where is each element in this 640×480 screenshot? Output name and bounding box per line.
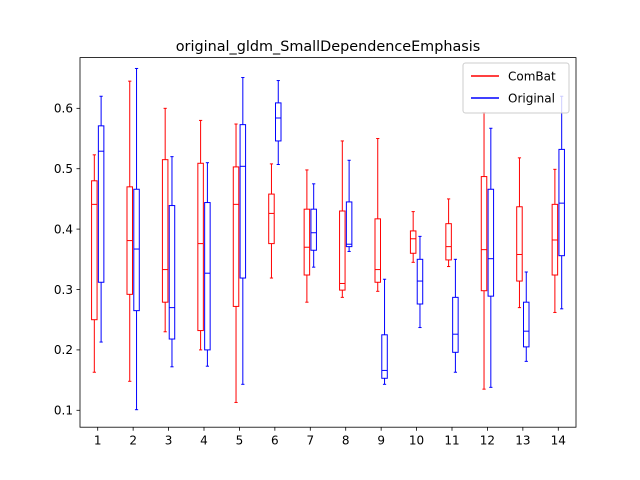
box-combat-13 [516, 157, 523, 309]
box-combat-4 [197, 119, 204, 351]
y-tick-label: 0.5 [54, 162, 73, 176]
box-original-9 [381, 278, 388, 385]
box-original-1 [97, 95, 105, 343]
box-original-11 [452, 258, 459, 373]
x-tick-label: 4 [200, 434, 208, 448]
box-original-6 [275, 80, 282, 165]
legend: ComBat Original [462, 62, 570, 114]
iqr-box [239, 124, 247, 279]
axes-frame [79, 57, 577, 428]
series-combat-boxes [91, 80, 559, 403]
x-tick-label: 6 [271, 434, 279, 448]
box-original-13 [523, 271, 530, 362]
iqr-box [339, 210, 346, 291]
x-tick-label: 7 [306, 434, 314, 448]
box-original-8 [345, 159, 353, 252]
box-combat-11 [445, 198, 452, 268]
iqr-box [480, 176, 488, 292]
y-axis: 0.1 0.2 0.3 0.4 0.5 0.6 [54, 102, 80, 418]
box-combat-14 [551, 168, 559, 313]
box-combat-7 [303, 169, 311, 303]
iqr-box [91, 180, 98, 321]
iqr-box [416, 258, 424, 305]
iqr-box [204, 202, 211, 351]
x-tick-label: 14 [551, 434, 566, 448]
iqr-box [197, 162, 204, 332]
x-tick-label: 12 [480, 434, 495, 448]
iqr-box [310, 208, 317, 251]
box-combat-9 [374, 138, 381, 292]
y-tick-label: 0.1 [54, 404, 73, 418]
iqr-box [409, 230, 417, 254]
iqr-box [452, 296, 459, 353]
x-tick-label: 1 [94, 434, 102, 448]
iqr-box [97, 125, 105, 283]
iqr-box [161, 159, 169, 303]
y-tick-label: 0.2 [54, 343, 73, 357]
box-original-12 [487, 127, 495, 388]
x-tick-label: 8 [342, 434, 350, 448]
x-axis: 1 2 3 4 5 6 7 8 9 10 11 12 13 14 [94, 427, 566, 448]
x-tick-label: 3 [165, 434, 173, 448]
box-original-3 [168, 156, 176, 368]
iqr-box [345, 201, 353, 248]
box-original-4 [204, 162, 211, 367]
x-tick-label: 10 [409, 434, 424, 448]
iqr-box [374, 218, 381, 283]
y-tick-label: 0.4 [54, 222, 73, 236]
x-tick-label: 9 [377, 434, 385, 448]
x-tick-label: 2 [129, 434, 137, 448]
box-combat-8 [339, 140, 346, 298]
iqr-box [232, 166, 240, 307]
y-tick-label: 0.3 [54, 283, 73, 297]
iqr-box [523, 301, 530, 348]
iqr-box [168, 205, 176, 340]
iqr-box [487, 188, 495, 297]
iqr-box [133, 188, 140, 312]
box-original-10 [416, 235, 424, 329]
iqr-box [275, 102, 282, 142]
box-combat-2 [126, 80, 133, 382]
iqr-box [558, 148, 565, 257]
box-combat-12 [480, 112, 488, 390]
x-tick-label: 13 [515, 434, 530, 448]
iqr-box [303, 208, 311, 276]
box-combat-1 [91, 154, 98, 373]
box-original-2 [133, 67, 140, 411]
box-combat-3 [161, 107, 169, 333]
iqr-box [268, 193, 275, 245]
legend-label-original: Original [508, 91, 555, 105]
box-combat-6 [268, 163, 275, 279]
iqr-box [445, 223, 452, 261]
box-combat-5 [232, 123, 240, 403]
box-original-5 [239, 77, 247, 385]
box-original-7 [310, 183, 317, 268]
x-tick-label: 5 [236, 434, 244, 448]
x-tick-label: 11 [444, 434, 459, 448]
iqr-box [381, 334, 388, 379]
y-tick-label: 0.6 [54, 102, 73, 116]
chart-title: original_gldm_SmallDependenceEmphasis [176, 39, 481, 55]
iqr-box [516, 206, 523, 282]
box-combat-10 [409, 211, 417, 263]
legend-label-combat: ComBat [508, 69, 556, 83]
